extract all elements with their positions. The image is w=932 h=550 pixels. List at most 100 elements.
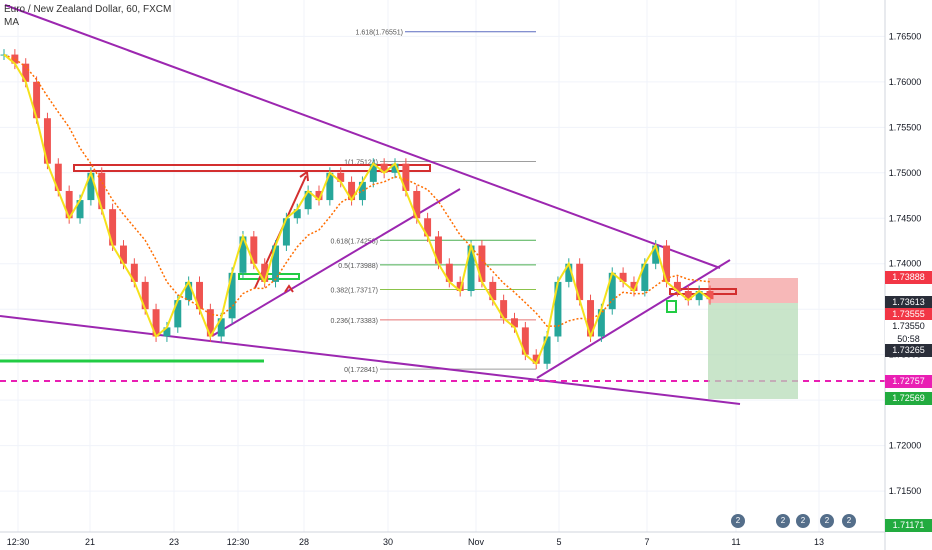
candle-body — [641, 263, 649, 292]
candle-body — [261, 263, 269, 282]
candle-body — [22, 63, 30, 82]
symbol-title: Euro / New Zealand Dollar, 60, FXCM — [4, 4, 172, 15]
price-tag: 1.73555 — [885, 308, 932, 321]
candle-body — [630, 281, 638, 292]
candle-body — [206, 309, 214, 337]
price-tick-label: 1.76000 — [889, 77, 922, 87]
candle-body — [337, 172, 345, 182]
candle-body — [565, 263, 573, 282]
price-tick-label: 1.75000 — [889, 168, 922, 178]
candle-body — [11, 54, 19, 64]
candle-body — [109, 209, 117, 246]
moving-average-line — [3, 53, 711, 327]
ma-indicator-label[interactable]: MA — [4, 17, 19, 28]
candle-body — [174, 300, 182, 328]
candle-body — [98, 172, 106, 210]
fib-level-label: 0.236(1.73383) — [331, 318, 378, 325]
candle-body — [695, 291, 703, 301]
upper-trendline — [4, 4, 721, 269]
candle-body — [120, 245, 127, 264]
candle-body — [217, 318, 225, 337]
fib-level-label: 1(1.75124) — [344, 160, 378, 167]
time-tick-label: 23 — [169, 537, 179, 547]
candle-body — [619, 272, 627, 282]
candle-body — [445, 263, 453, 282]
price-tick-label: 1.76500 — [889, 31, 922, 41]
take-profit-zone — [708, 303, 798, 399]
candle-body — [554, 281, 562, 337]
candle-body — [652, 245, 660, 264]
lower-trendline — [0, 315, 741, 405]
price-tick-label: 1.75500 — [889, 122, 922, 132]
stop-loss-zone — [708, 278, 798, 303]
candle-body — [489, 281, 497, 301]
price-tick-label: 1.74500 — [889, 213, 922, 223]
buy-zone-marker — [238, 273, 300, 280]
candle-body — [304, 190, 312, 210]
candle-body — [348, 181, 356, 201]
time-tick-label: 13 — [814, 537, 824, 547]
fib-level-label: 1.618(1.76551) — [356, 30, 403, 37]
candle-body — [706, 291, 714, 300]
candle-body — [597, 309, 605, 337]
candle-body — [456, 281, 464, 292]
price-tag: 1.73888 — [885, 271, 932, 284]
time-tick-label: 30 — [383, 537, 393, 547]
fib-level-label: 0.5(1.73988) — [338, 263, 378, 270]
candle-body — [239, 236, 247, 273]
economic-event-icon[interactable]: 2 — [731, 514, 745, 528]
chart-grid — [0, 0, 885, 532]
price-tag: 1.72757 — [885, 375, 932, 388]
support-trendline-left — [211, 188, 461, 337]
support-trendline-right — [536, 259, 731, 379]
economic-event-icon[interactable]: 2 — [820, 514, 834, 528]
candle-body — [65, 190, 73, 219]
price-tick-label: 1.72000 — [889, 441, 922, 451]
small-caret — [284, 284, 294, 293]
candle-body — [369, 163, 377, 182]
price-tag: 1.71171 — [885, 519, 932, 532]
price-tag: 1.72569 — [885, 392, 932, 405]
price-tag: 50:58 — [885, 333, 932, 346]
candle-body — [33, 81, 41, 119]
time-tick-label: Nov — [468, 537, 485, 547]
candle-body — [250, 236, 258, 264]
candle-body — [293, 209, 301, 219]
economic-event-icon[interactable]: 2 — [776, 514, 790, 528]
candle-body — [43, 118, 51, 164]
candle-body — [272, 245, 280, 282]
time-tick-label: 5 — [556, 537, 561, 547]
price-tick-label: 1.74000 — [889, 259, 922, 269]
time-tick-label: 28 — [299, 537, 309, 547]
candle-body — [141, 281, 149, 310]
time-tick-label: 11 — [731, 537, 740, 547]
fib-level-label: 0.382(1.73717) — [331, 287, 378, 294]
candle-body — [511, 318, 518, 328]
resistance-zone — [73, 164, 431, 172]
economic-event-icon[interactable]: 2 — [796, 514, 810, 528]
time-tick-label: 7 — [644, 537, 649, 547]
candle-body — [152, 309, 160, 337]
candle-body — [326, 172, 334, 201]
candle-body — [282, 218, 290, 246]
green-box-marker — [666, 300, 677, 313]
candle-body — [673, 281, 681, 292]
candle-body — [54, 163, 62, 191]
time-tick-label: 12:30 — [7, 537, 30, 547]
candle-body — [663, 245, 671, 282]
candle-body — [228, 272, 236, 319]
time-axis-labels: 12:30 21 23 12:30 28 30 Nov 5 7 11 13 — [7, 537, 824, 547]
economic-event-icon[interactable]: 2 — [842, 514, 856, 528]
candle-body — [185, 281, 193, 301]
candle-body — [684, 291, 692, 301]
price-tag: 1.73550 — [885, 320, 932, 333]
candle-body — [608, 272, 616, 310]
candle-body — [576, 263, 584, 301]
price-tag: 1.73265 — [885, 344, 932, 357]
price-tag: 1.73613 — [885, 296, 932, 309]
candle-body — [478, 245, 486, 282]
zigzag-line — [3, 53, 711, 366]
time-tick-label: 12:30 — [227, 537, 250, 547]
candle-body — [87, 172, 95, 201]
